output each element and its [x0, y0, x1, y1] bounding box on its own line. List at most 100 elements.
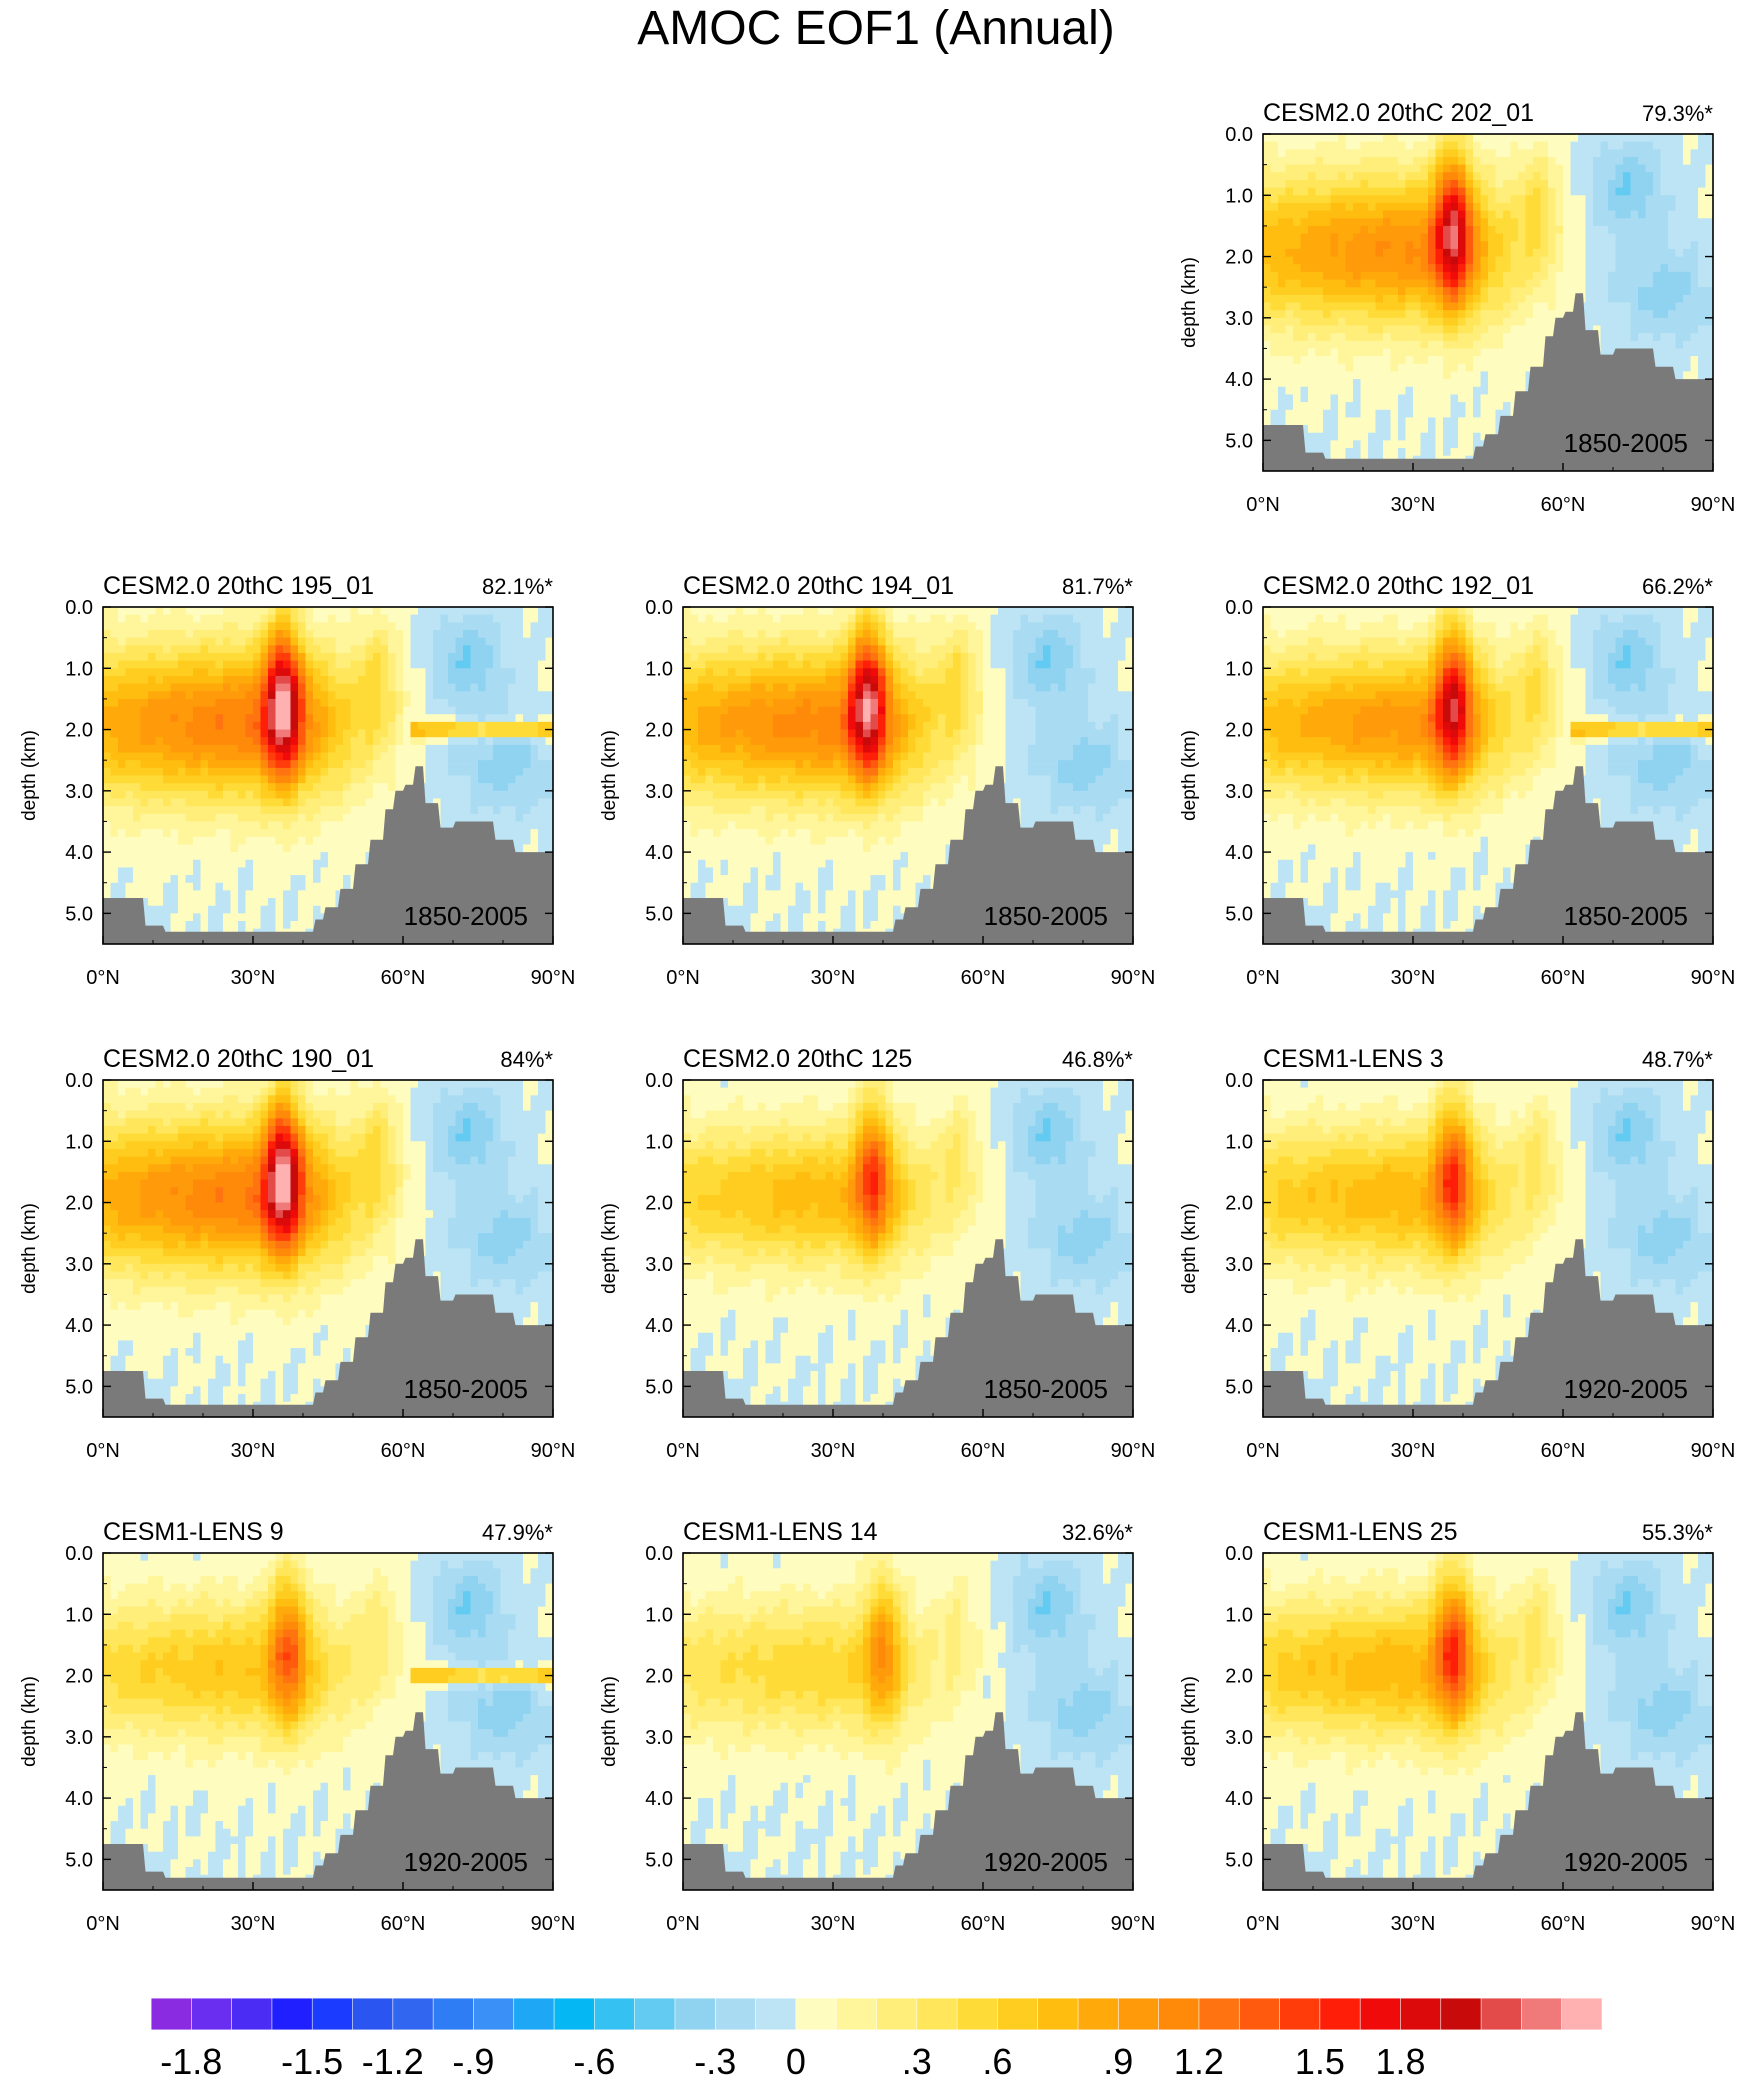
field-cell	[253, 683, 262, 692]
field-cell	[1638, 287, 1647, 296]
field-cell	[1338, 394, 1347, 403]
field-cell	[148, 775, 157, 784]
field-cell	[470, 668, 479, 677]
field-cell	[463, 775, 472, 784]
field-cell	[1353, 172, 1362, 181]
field-cell	[1510, 386, 1519, 396]
field-cell	[1405, 225, 1414, 235]
field-cell	[1533, 210, 1542, 219]
field-cell	[1383, 279, 1392, 288]
field-cell	[238, 614, 247, 623]
field-cell	[230, 629, 239, 639]
field-cell	[140, 637, 149, 646]
field-cell	[1510, 218, 1519, 227]
field-cell	[1293, 325, 1302, 334]
field-cell	[1293, 333, 1302, 342]
field-cell	[1690, 371, 1699, 380]
field-cell	[1263, 348, 1272, 357]
field-cell	[1653, 248, 1662, 258]
field-cell	[140, 645, 149, 654]
field-cell	[1705, 271, 1713, 281]
field-cell	[1360, 134, 1369, 143]
field-cell	[1540, 164, 1549, 173]
field-cell	[1600, 233, 1609, 242]
field-cell	[1458, 195, 1467, 204]
field-cell	[1330, 294, 1339, 304]
field-cell	[1405, 172, 1414, 181]
field-cell	[1345, 363, 1354, 373]
field-cell	[1323, 333, 1332, 342]
field-cell	[103, 844, 112, 853]
field-cell	[1600, 172, 1609, 181]
field-cell	[1458, 134, 1467, 143]
field-cell	[1435, 179, 1444, 189]
field-cell	[358, 668, 367, 677]
field-cell	[140, 607, 149, 616]
field-cell	[148, 806, 157, 815]
field-cell	[1698, 287, 1707, 296]
field-cell	[448, 675, 457, 685]
field-cell	[380, 629, 389, 639]
field-cell	[1263, 141, 1272, 150]
field-cell	[320, 859, 329, 869]
field-cell	[1285, 179, 1294, 189]
field-cell	[1623, 333, 1632, 342]
field-cell	[358, 744, 367, 754]
field-cell	[380, 660, 389, 669]
field-cell	[1263, 409, 1272, 418]
field-cell	[1608, 294, 1617, 304]
field-cell	[388, 760, 397, 769]
field-cell	[1360, 310, 1369, 319]
field-cell	[1405, 363, 1414, 373]
field-cell	[433, 691, 442, 700]
field-cell	[1428, 164, 1437, 173]
field-cell	[1428, 448, 1437, 457]
field-cell	[1375, 379, 1384, 388]
field-cell	[448, 752, 457, 761]
field-cell	[1435, 202, 1444, 212]
field-cell	[343, 629, 352, 639]
field-cell	[1330, 448, 1339, 457]
field-cell	[140, 675, 149, 685]
field-cell	[470, 698, 479, 708]
field-cell	[1323, 340, 1332, 350]
field-cell	[1675, 310, 1684, 319]
field-cell	[208, 721, 217, 731]
field-cell	[1278, 149, 1287, 158]
field-cell	[1668, 340, 1677, 350]
field-cell	[1638, 271, 1647, 281]
field-cell	[470, 767, 479, 777]
field-cell	[260, 898, 269, 907]
field-cell	[1413, 225, 1422, 235]
field-cell	[380, 760, 389, 769]
field-cell	[470, 744, 479, 754]
field-cell	[1698, 202, 1707, 212]
field-cell	[1690, 363, 1699, 373]
field-cell	[260, 875, 269, 884]
field-cell	[1525, 141, 1534, 150]
field-cell	[155, 821, 164, 830]
field-cell	[163, 829, 172, 838]
field-cell	[1593, 310, 1602, 319]
field-cell	[463, 813, 472, 823]
field-cell	[238, 790, 247, 800]
field-cell	[380, 729, 389, 738]
field-cell	[125, 752, 134, 761]
field-cell	[1360, 333, 1369, 342]
field-cell	[1338, 164, 1347, 173]
field-cell	[1263, 287, 1272, 296]
field-cell	[1540, 134, 1549, 143]
field-cell	[118, 629, 127, 639]
field-cell	[140, 660, 149, 669]
field-cell	[1428, 371, 1437, 380]
field-cell	[155, 660, 164, 669]
field-cell	[1495, 394, 1504, 403]
field-cell	[313, 645, 322, 654]
field-cell	[200, 629, 209, 639]
field-cell	[388, 729, 397, 738]
field-cell	[223, 637, 232, 646]
field-cell	[1428, 333, 1437, 342]
field-cell	[223, 790, 232, 800]
field-cell	[155, 652, 164, 662]
field-cell	[140, 790, 149, 800]
